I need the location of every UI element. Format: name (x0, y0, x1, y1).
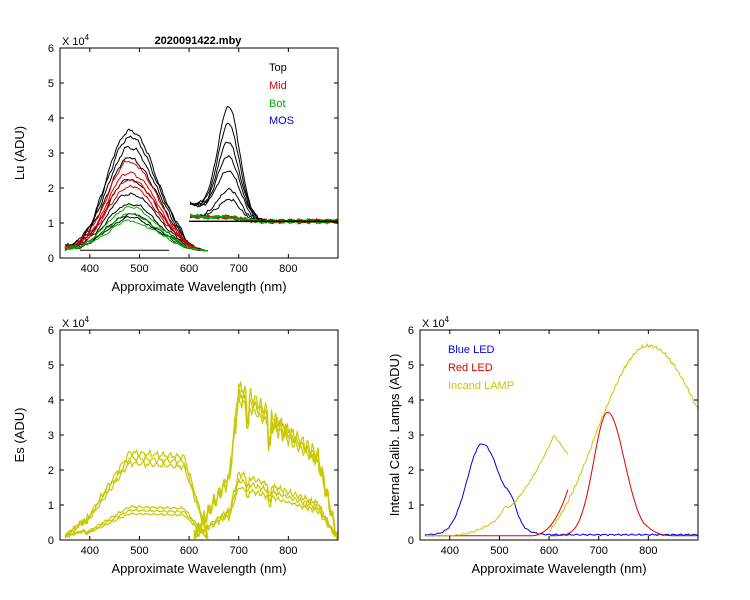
lamps-series-incand-b (549, 342, 698, 532)
lamps-legend: Blue LED Red LED Incand LAMP (448, 344, 514, 392)
lu-ylabel: Lu (ADU) (12, 126, 27, 180)
lamps-axes: 400 500 600 700 800 0 1 2 3 4 5 6 (408, 325, 698, 557)
lu-xtick-label: 700 (230, 263, 248, 275)
lamps-series-blue-led (424, 443, 698, 537)
es-multiplier: X 104 (62, 315, 90, 330)
lamps-xtick-label: 400 (441, 545, 459, 557)
lamps-ytick-label: 0 (408, 535, 414, 547)
lamps-series-incand-a (424, 434, 569, 538)
es-xtick-label: 600 (180, 545, 198, 557)
es-xtick-label: 800 (279, 545, 297, 557)
lamps-plot-area (424, 342, 698, 538)
lu-series-top-b (190, 155, 338, 224)
es-exponent: 4 (85, 315, 90, 324)
lamps-exponent: 4 (445, 315, 450, 324)
lu-ytick-label: 2 (48, 183, 54, 195)
es-series-b (193, 470, 338, 539)
es-panel: X 104 400 500 600 700 800 0 1 2 3 4 5 6 Es (ADU) Ap… (12, 315, 339, 576)
lu-plot-area (64, 105, 338, 252)
es-ytick-label: 2 (48, 465, 54, 477)
es-xtick-label: 700 (230, 545, 248, 557)
lamps-multiplier: X 104 (422, 315, 450, 330)
lamps-ytick-label: 5 (408, 360, 414, 372)
es-plot-area (64, 381, 338, 540)
es-ytick-label: 6 (48, 325, 54, 337)
es-series-b (193, 478, 338, 539)
lamps-series-red-led-a (425, 489, 569, 537)
es-series-a (64, 448, 209, 539)
lu-xtick-label: 800 (279, 263, 297, 275)
lamps-ytick-label: 6 (408, 325, 414, 337)
lu-frame (59, 47, 339, 259)
lu-ytick-label: 5 (48, 78, 54, 90)
lamps-xtick-label: 600 (540, 545, 558, 557)
lamps-legend-blue: Blue LED (448, 344, 495, 356)
lu-exponent: 4 (85, 33, 90, 42)
lamps-xlabel: Approximate Wavelength (nm) (471, 561, 646, 576)
lu-legend-mid: Mid (269, 80, 287, 92)
lu-ytick-label: 4 (48, 113, 54, 125)
es-series-a (64, 508, 209, 539)
es-ytick-label: 5 (48, 360, 54, 372)
lamps-xtick-label: 500 (490, 545, 508, 557)
es-series-a (64, 454, 209, 539)
lamps-ytick-label: 3 (408, 430, 414, 442)
lu-series-mid-a (64, 171, 208, 252)
es-ytick-label: 3 (48, 430, 54, 442)
lu-multiplier: X 104 (62, 33, 90, 48)
lamps-series-red-led-b (550, 411, 698, 537)
lu-series-bot-a (64, 205, 208, 252)
es-series-b (193, 388, 338, 539)
lamps-legend-incand: Incand LAMP (448, 380, 514, 392)
es-series-a (64, 504, 209, 539)
es-xtick-label: 500 (130, 545, 148, 557)
lu-xtick-label: 500 (130, 263, 148, 275)
lamps-ylabel: Internal Calib. Lamps (ADU) (387, 354, 402, 517)
lu-series-mid-a (64, 184, 208, 252)
lamps-ytick-label: 4 (408, 395, 414, 407)
es-series-a (64, 512, 208, 539)
es-ytick-label: 0 (48, 535, 54, 547)
lu-axes: 400 500 600 700 800 0 1 2 3 4 5 6 (48, 43, 338, 275)
es-xlabel: Approximate Wavelength (nm) (111, 561, 286, 576)
es-ytick-label: 4 (48, 395, 54, 407)
es-series-b (193, 392, 338, 540)
lu-legend-mos: MOS (269, 115, 294, 127)
lu-ytick-label: 1 (48, 218, 54, 230)
lu-legend-top: Top (269, 62, 287, 74)
lamps-legend-red: Red LED (448, 362, 493, 374)
lamps-xtick-label: 800 (639, 545, 657, 557)
lu-xtick-label: 400 (81, 263, 99, 275)
lu-ytick-label: 0 (48, 253, 54, 265)
lu-title: 2020091422.mby (155, 35, 243, 47)
lu-series-mid-a (64, 179, 208, 252)
lamps-ytick-label: 1 (408, 500, 414, 512)
lamps-xtick-label: 700 (590, 545, 608, 557)
lamps-ytick-label: 2 (408, 465, 414, 477)
es-series-b (193, 486, 338, 539)
lamps-panel: X 104 400 500 600 700 800 0 1 2 3 4 5 6 Internal Ca… (387, 315, 699, 576)
es-ylabel: Es (ADU) (12, 408, 27, 463)
lu-ytick-label: 3 (48, 148, 54, 160)
lu-series-top-a (64, 135, 208, 252)
lu-xtick-label: 600 (180, 263, 198, 275)
lu-legend: Top Mid Bot MOS (269, 62, 294, 127)
lu-ytick-label: 6 (48, 43, 54, 55)
lu-series-top-b (189, 105, 338, 225)
es-xtick-label: 400 (81, 545, 99, 557)
es-series-a (64, 459, 209, 539)
es-axes: 400 500 600 700 800 0 1 2 3 4 5 6 (48, 325, 338, 557)
lu-series-bot-a (64, 219, 208, 252)
lu-panel: 2020091422.mby X 104 400 500 600 700 800 0 1 2 3… (12, 33, 339, 294)
lu-legend-bot: Bot (269, 98, 286, 110)
lu-xlabel: Approximate Wavelength (nm) (111, 279, 286, 294)
es-ytick-label: 1 (48, 500, 54, 512)
